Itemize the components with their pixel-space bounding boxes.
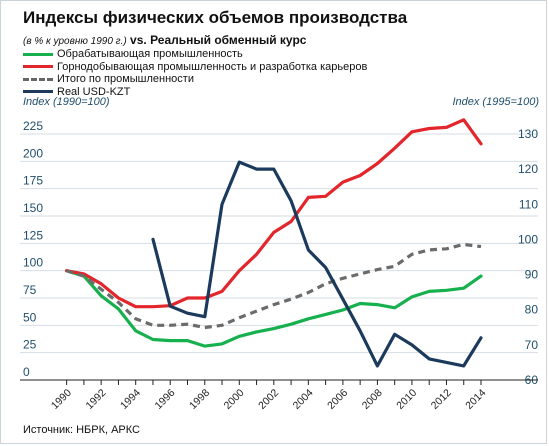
x-tick-label: 1992 <box>83 387 108 412</box>
x-tick-label: 2012 <box>429 387 454 412</box>
series-line-mining <box>64 118 483 309</box>
right-axis-caption: Index (1995=100) <box>452 96 539 108</box>
series-line-total <box>66 242 482 330</box>
left-tick-label: 175 <box>23 174 43 188</box>
left-tick-label: 0 <box>23 365 30 379</box>
legend-swatch-mining <box>23 65 53 69</box>
x-tick-label: 2000 <box>222 387 247 412</box>
x-tick-label: 1998 <box>187 387 212 412</box>
right-tick-label: 130 <box>518 127 538 141</box>
left-tick-label: 200 <box>23 146 43 160</box>
left-tick-label: 50 <box>23 310 37 324</box>
grid-layer <box>20 133 538 354</box>
subtitle-unit-note: (в % к уровню 1990 г.) <box>23 36 127 47</box>
series-line-manufacturing <box>64 269 483 348</box>
right-tick-label: 90 <box>525 268 539 282</box>
x-tick-label: 1994 <box>118 387 143 412</box>
series-layer <box>64 118 483 368</box>
legend-item-usd-kzt: Real USD-KZT <box>23 86 367 99</box>
source-note: Источник: НБРК, АРКС <box>23 424 140 436</box>
x-tick-label: 1990 <box>49 387 74 412</box>
right-tick-label: 110 <box>519 197 538 211</box>
legend-item-total: Итого по промышленности <box>23 73 367 86</box>
legend-label-usd-kzt: Real USD-KZT <box>57 85 131 98</box>
left-tick-label: 150 <box>23 201 43 215</box>
x-tick-label: 2002 <box>256 387 281 412</box>
legend-item-manufacturing: Обрабатывающая промышленность <box>23 48 367 61</box>
left-tick-label: 225 <box>23 119 43 133</box>
left-tick-label: 100 <box>23 256 43 270</box>
series-line-usd-kzt <box>151 160 483 368</box>
x-tick-label: 2004 <box>291 387 316 412</box>
right-tick-label: 120 <box>518 162 538 176</box>
axis-layer: 0255075100125150175200225607080901001101… <box>20 119 538 412</box>
right-tick-label: 70 <box>525 338 539 352</box>
x-tick-label: 1996 <box>153 387 178 412</box>
x-tick-label: 2014 <box>463 387 488 412</box>
left-tick-label: 75 <box>23 283 37 297</box>
subtitle-comparison: vs. Реальный обменный курс <box>126 33 307 47</box>
right-tick-label: 100 <box>518 232 538 246</box>
legend-item-mining: Горнодобывающая промышленность и разрабо… <box>23 61 367 74</box>
right-tick-label: 80 <box>525 303 539 317</box>
legend-swatch-total <box>23 77 53 81</box>
chart-title: Индексы физических объемов производства <box>23 8 408 27</box>
left-axis-caption: Index (1990=100) <box>23 96 110 108</box>
legend-label-total: Итого по промышленности <box>57 73 194 86</box>
x-tick-label: 2010 <box>394 387 419 412</box>
legend-label-mining: Горнодобывающая промышленность и разрабо… <box>57 60 368 73</box>
legend-label-manufacturing: Обрабатывающая промышленность <box>57 48 243 61</box>
legend-swatch-usd-kzt <box>23 90 53 94</box>
chart-subtitle: (в % к уровню 1990 г.) vs. Реальный обме… <box>23 33 306 47</box>
left-tick-label: 125 <box>23 228 43 242</box>
left-tick-label: 25 <box>23 338 37 352</box>
legend: Обрабатывающая промышленность Горнодобыв… <box>23 48 367 98</box>
x-tick-label: 2006 <box>325 387 350 412</box>
legend-swatch-manufacturing <box>23 52 53 56</box>
x-tick-label: 2008 <box>360 387 385 412</box>
